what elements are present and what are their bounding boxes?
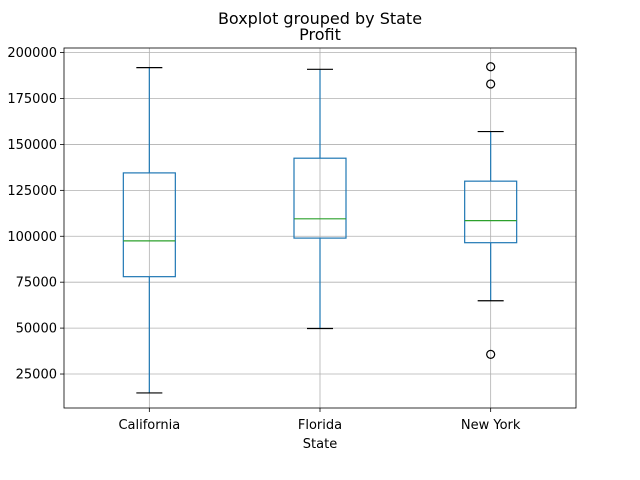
outlier-point [486, 79, 496, 89]
y-tick-label: 200000 [7, 46, 57, 61]
outlier-point [486, 62, 496, 72]
y-tick-label: 75000 [16, 276, 57, 291]
box-group-new-york [464, 62, 518, 359]
tick-layer: 25000 50000 75000 100000 125000 150000 175000 2… [7, 46, 521, 433]
x-axis-label: State [303, 437, 337, 452]
x-tick-label: Florida [298, 418, 342, 433]
box-layer [122, 62, 518, 394]
y-tick-label: 50000 [16, 322, 57, 337]
x-tick-label: New York [461, 418, 521, 433]
y-tick-label: 25000 [16, 368, 57, 383]
outlier-point [486, 349, 496, 359]
x-tick-label: California [118, 418, 180, 433]
box-group-california [122, 67, 176, 394]
y-tick-label: 175000 [7, 92, 57, 107]
iqr-box [122, 172, 176, 278]
y-tick-label: 100000 [7, 230, 57, 245]
y-tick-label: 125000 [7, 184, 57, 199]
iqr-box [293, 157, 347, 239]
chart-title: Profit [299, 25, 341, 44]
chart-suptitle: Boxplot grouped by State [218, 9, 422, 28]
iqr-box [464, 180, 518, 244]
box-group-florida [293, 68, 347, 330]
y-tick-label: 150000 [7, 138, 57, 153]
